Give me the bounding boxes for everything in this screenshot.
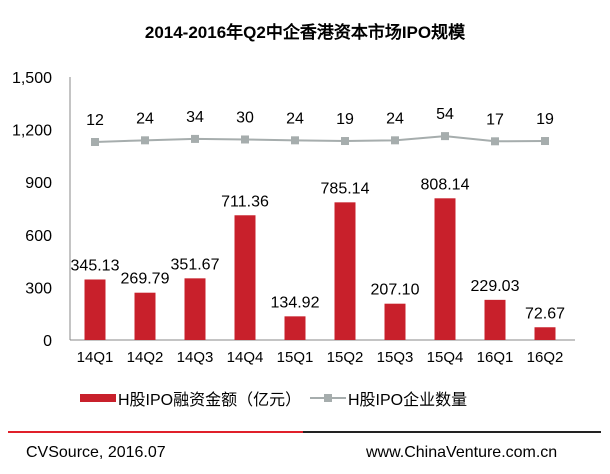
- bar-value-label: 269.79: [121, 271, 170, 288]
- x-tick-label: 14Q2: [127, 349, 164, 366]
- bar-value-label: 711.36: [221, 193, 269, 210]
- bar: [134, 292, 156, 340]
- x-tick-label: 15Q4: [427, 349, 464, 366]
- bar: [434, 198, 456, 340]
- x-tick-label: 15Q1: [277, 349, 314, 366]
- legend-line: H股IPO企业数量: [310, 386, 467, 410]
- count-label: 54: [436, 106, 454, 123]
- bar-value-label: 134.92: [271, 294, 320, 311]
- count-label: 19: [336, 111, 354, 128]
- footer-divider-dark: [303, 431, 601, 433]
- bar: [334, 202, 356, 340]
- bar-value-label: 785.14: [321, 180, 370, 197]
- legend-line-label: H股IPO企业数量: [348, 392, 468, 409]
- y-tick-label: 0: [43, 333, 52, 350]
- chart-plot: 0 300 600 900 1,200 1,500 345.13 14Q1 269.79 14Q2…: [12, 70, 575, 366]
- x-tick-label: 16Q1: [477, 349, 514, 366]
- x-tick-label: 14Q4: [227, 349, 264, 366]
- count-marker: [141, 136, 149, 145]
- bar-value-label: 229.03: [471, 278, 520, 295]
- footer-divider-red: [8, 431, 303, 433]
- count-label: 30: [236, 109, 254, 126]
- count-label: 34: [186, 109, 204, 126]
- y-tick-label: 600: [25, 228, 52, 245]
- count-marker: [241, 135, 249, 144]
- count-marker: [441, 132, 449, 141]
- bar-value-label: 351.67: [171, 256, 220, 273]
- legend-line-swatch: [310, 394, 346, 402]
- count-label: 17: [486, 111, 504, 128]
- count-label: 12: [86, 112, 104, 129]
- count-label: 19: [536, 111, 554, 128]
- footer-site[interactable]: www.ChinaVenture.com.cn: [366, 444, 558, 461]
- legend-bar-swatch: [80, 394, 116, 402]
- y-tick-label: 1,200: [12, 123, 52, 140]
- legend-bar: H股IPO融资金额（亿元）: [80, 386, 301, 410]
- count-label: 24: [136, 110, 154, 127]
- bar: [184, 278, 206, 340]
- count-label: 24: [386, 110, 404, 127]
- bar-value-label: 207.10: [371, 282, 420, 299]
- bar-value-label: 345.13: [71, 257, 120, 274]
- count-marker: [341, 137, 349, 146]
- count-marker: [291, 136, 299, 145]
- bar: [284, 316, 306, 340]
- bar-value-label: 808.14: [421, 176, 470, 193]
- x-tick-label: 14Q1: [77, 349, 114, 366]
- bar: [84, 279, 106, 340]
- count-marker: [91, 138, 99, 146]
- count-line: [94, 135, 546, 143]
- count-marker: [491, 137, 499, 146]
- x-tick-label: 14Q3: [177, 349, 214, 366]
- bar: [234, 215, 256, 340]
- x-tick-label: 15Q3: [377, 349, 414, 366]
- bar-value-label: 72.67: [525, 305, 565, 322]
- bar: [484, 299, 506, 340]
- bar: [384, 303, 406, 340]
- bar: [534, 327, 556, 340]
- x-tick-label: 16Q2: [527, 349, 564, 366]
- count-marker: [391, 136, 399, 145]
- x-tick-label: 15Q2: [327, 349, 364, 366]
- footer-source: CVSource, 2016.07: [26, 444, 166, 461]
- legend-bar-label: H股IPO融资金额（亿元）: [118, 392, 302, 409]
- count-marker: [541, 137, 549, 146]
- count-marker: [191, 134, 199, 143]
- count-label: 24: [286, 110, 304, 127]
- y-tick-label: 1,500: [12, 70, 52, 87]
- chart-title: 2014-2016年Q2中企香港资本市场IPO规模: [144, 23, 466, 42]
- y-tick-label: 900: [25, 175, 52, 192]
- y-tick-label: 300: [25, 280, 52, 297]
